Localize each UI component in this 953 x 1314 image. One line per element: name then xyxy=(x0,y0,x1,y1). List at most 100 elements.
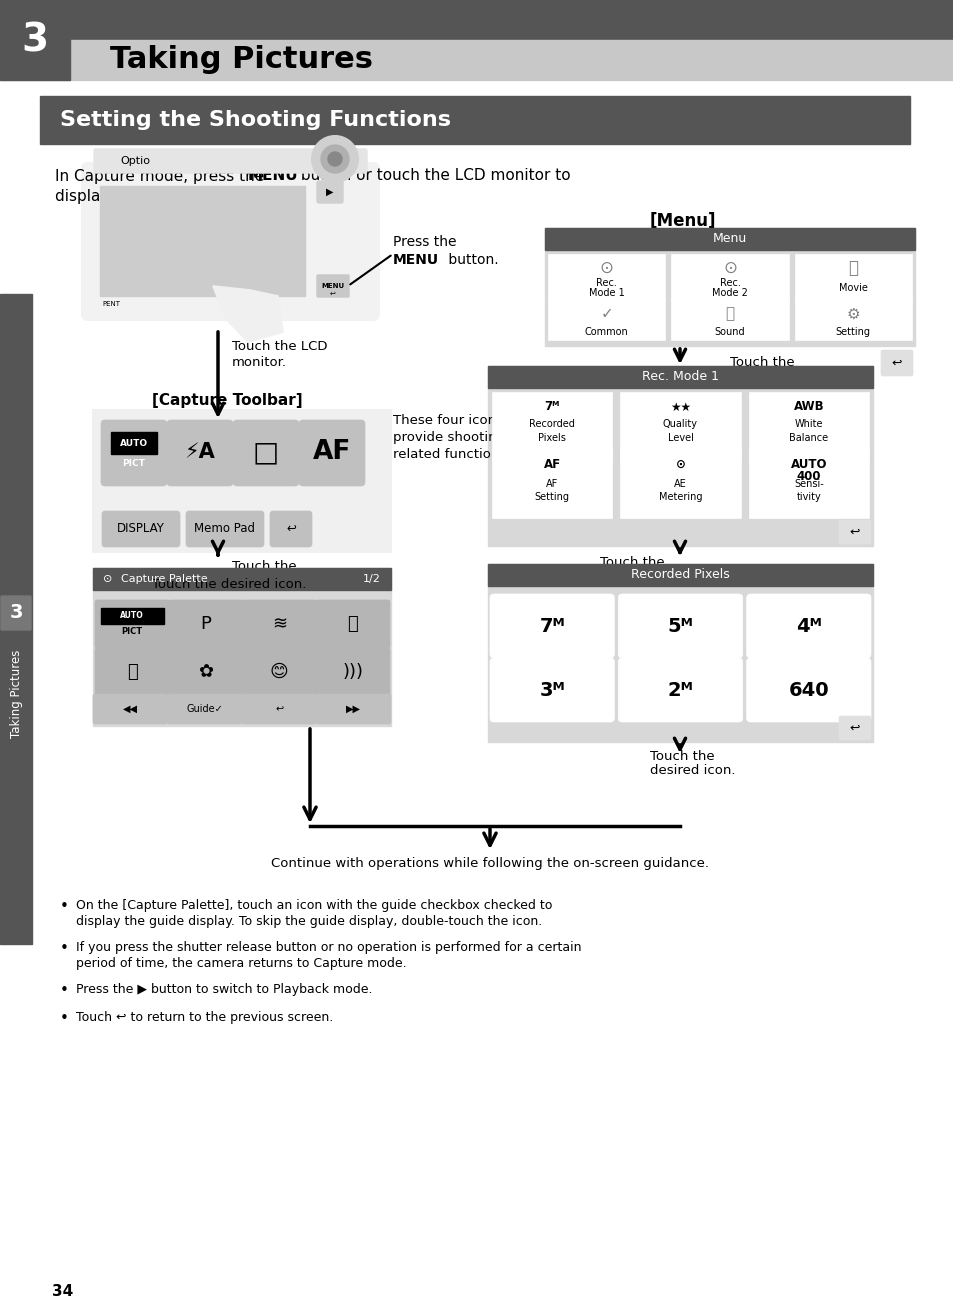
FancyBboxPatch shape xyxy=(186,511,264,547)
Text: AWB: AWB xyxy=(793,401,823,414)
FancyBboxPatch shape xyxy=(101,420,167,486)
Text: White: White xyxy=(794,419,822,428)
Text: ✿: ✿ xyxy=(198,664,213,681)
Text: Balance: Balance xyxy=(788,434,827,443)
FancyBboxPatch shape xyxy=(167,420,233,486)
Text: MENU: MENU xyxy=(393,254,438,267)
Text: ⚙: ⚙ xyxy=(845,306,860,322)
Text: display the guide display. To skip the guide display, double-touch the icon.: display the guide display. To skip the g… xyxy=(76,915,541,928)
Text: On the [Capture Palette], touch an icon with the guide checkbox checked to: On the [Capture Palette], touch an icon … xyxy=(76,899,552,912)
Text: Metering: Metering xyxy=(659,491,701,502)
Text: desired icon.: desired icon. xyxy=(599,570,685,583)
Text: MENU: MENU xyxy=(248,168,298,184)
Text: 3: 3 xyxy=(21,21,49,59)
FancyBboxPatch shape xyxy=(242,648,316,696)
Text: Quality: Quality xyxy=(662,419,698,428)
Text: Press the: Press the xyxy=(393,235,456,248)
Circle shape xyxy=(312,137,357,183)
Text: Pixels: Pixels xyxy=(537,434,565,443)
Text: Touch the: Touch the xyxy=(729,356,794,368)
Text: 34: 34 xyxy=(52,1285,73,1300)
Text: Optio: Optio xyxy=(120,156,150,166)
Text: If you press the shutter release button or no operation is performed for a certa: If you press the shutter release button … xyxy=(76,941,581,954)
Text: •: • xyxy=(60,941,69,957)
FancyBboxPatch shape xyxy=(316,275,349,297)
Bar xyxy=(748,449,868,518)
Text: 7ᴹ: 7ᴹ xyxy=(544,401,559,414)
FancyBboxPatch shape xyxy=(298,420,365,486)
Text: 7ᴹ: 7ᴹ xyxy=(538,616,564,636)
Circle shape xyxy=(328,152,341,166)
Text: Setting: Setting xyxy=(534,491,569,502)
FancyBboxPatch shape xyxy=(242,694,316,724)
Text: tivity: tivity xyxy=(796,491,821,502)
Text: AE: AE xyxy=(674,480,686,489)
Text: AF: AF xyxy=(313,439,351,465)
Bar xyxy=(111,432,157,455)
Circle shape xyxy=(320,145,349,173)
Text: ⚡A: ⚡A xyxy=(185,442,215,463)
Text: Movie: Movie xyxy=(838,283,867,293)
Bar xyxy=(101,608,163,624)
FancyBboxPatch shape xyxy=(746,594,870,658)
Text: Menu: Menu xyxy=(712,233,746,246)
Bar xyxy=(619,392,740,460)
FancyBboxPatch shape xyxy=(880,350,912,376)
Text: ★★: ★★ xyxy=(669,401,690,414)
Bar xyxy=(544,229,914,250)
Text: PICT: PICT xyxy=(122,628,143,636)
Text: button or touch the LCD monitor to: button or touch the LCD monitor to xyxy=(295,168,570,184)
Text: period of time, the camera returns to Capture mode.: period of time, the camera returns to Ca… xyxy=(76,957,406,970)
Text: 640: 640 xyxy=(788,681,828,699)
FancyBboxPatch shape xyxy=(92,694,168,724)
FancyBboxPatch shape xyxy=(233,420,298,486)
Text: Press the ▶ button to switch to Playback mode.: Press the ▶ button to switch to Playback… xyxy=(76,983,372,996)
Text: □: □ xyxy=(253,438,279,466)
FancyBboxPatch shape xyxy=(168,694,242,724)
Bar xyxy=(794,254,911,300)
Text: Touch the LCD: Touch the LCD xyxy=(232,339,327,352)
Bar xyxy=(92,410,391,552)
Text: PICT: PICT xyxy=(122,460,145,469)
FancyBboxPatch shape xyxy=(1,597,30,629)
Text: Touch the: Touch the xyxy=(232,560,296,573)
Text: Recorded Pixels: Recorded Pixels xyxy=(631,569,729,582)
Text: •: • xyxy=(60,983,69,999)
FancyBboxPatch shape xyxy=(315,648,390,696)
Bar xyxy=(0,294,32,943)
Text: 4ᴹ: 4ᴹ xyxy=(795,616,821,636)
Text: ⊙: ⊙ xyxy=(675,457,684,470)
Text: AUTO: AUTO xyxy=(120,439,148,448)
Bar xyxy=(547,254,664,300)
Text: [Menu]: [Menu] xyxy=(649,212,716,230)
Bar xyxy=(547,298,664,340)
FancyBboxPatch shape xyxy=(242,600,316,648)
Text: AUTO: AUTO xyxy=(790,457,826,470)
Text: ▶: ▶ xyxy=(326,187,334,197)
Text: ))): ))) xyxy=(342,664,363,681)
FancyBboxPatch shape xyxy=(102,511,180,547)
Text: provide shooting-: provide shooting- xyxy=(393,431,509,444)
Text: 🎬: 🎬 xyxy=(847,259,858,277)
Text: ≋: ≋ xyxy=(272,615,287,633)
FancyBboxPatch shape xyxy=(316,181,343,202)
FancyBboxPatch shape xyxy=(95,648,170,696)
Text: P: P xyxy=(200,615,211,633)
Text: DISPLAY: DISPLAY xyxy=(117,523,165,536)
Text: desired icon.: desired icon. xyxy=(649,765,735,778)
Text: 🎬: 🎬 xyxy=(347,615,357,633)
Bar xyxy=(0,39,953,80)
Text: ↩: ↩ xyxy=(849,526,860,539)
Text: Common: Common xyxy=(584,327,628,336)
Text: 🔊: 🔊 xyxy=(724,306,734,322)
Bar xyxy=(748,392,868,460)
FancyBboxPatch shape xyxy=(838,716,870,740)
Text: AF: AF xyxy=(545,480,558,489)
Text: Rec.
Mode 2: Rec. Mode 2 xyxy=(711,277,747,298)
Bar xyxy=(492,392,612,460)
FancyBboxPatch shape xyxy=(82,163,378,321)
Text: button.: button. xyxy=(443,254,498,267)
Bar xyxy=(0,0,70,80)
Text: AUTO: AUTO xyxy=(120,611,144,620)
FancyBboxPatch shape xyxy=(838,520,870,544)
